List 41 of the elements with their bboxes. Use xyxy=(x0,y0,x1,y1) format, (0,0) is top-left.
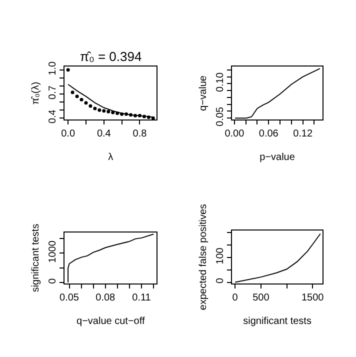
point xyxy=(106,110,110,114)
x-tick-label: 500 xyxy=(252,292,270,304)
x-axis-title: p−value xyxy=(260,152,296,164)
x-axis-title: q−value cut−off xyxy=(76,316,145,328)
x-tick-label: 1500 xyxy=(301,292,324,304)
y-tick-label: 0 xyxy=(48,278,59,284)
x-tick-label: 0 xyxy=(232,292,238,304)
chart-title: π̂₀ = 0.394 xyxy=(80,49,142,64)
point xyxy=(88,104,92,108)
x-axis-title: λ xyxy=(108,152,114,164)
point xyxy=(75,94,79,98)
y-tick-label: 0.4 xyxy=(48,109,59,124)
y-tick-label: 100 xyxy=(214,247,226,264)
point xyxy=(102,109,106,113)
point xyxy=(80,98,84,102)
y-tick-label: 1000 xyxy=(48,240,59,263)
y-axis-title: significant tests xyxy=(30,224,42,292)
point xyxy=(98,108,102,112)
y-axis-title: π̂₀(λ) xyxy=(30,82,42,105)
point xyxy=(84,101,88,105)
x-axis-title: significant tests xyxy=(243,316,312,328)
x-tick-label: 0.05 xyxy=(60,292,80,304)
x-tick-label: 0.0 xyxy=(61,128,76,140)
y-tick-label: 0.05 xyxy=(214,106,226,126)
point xyxy=(70,90,74,94)
point xyxy=(93,106,97,110)
y-tick-label: 0 xyxy=(214,278,226,284)
x-tick-label: 0.08 xyxy=(96,292,116,304)
x-tick-label: 0.12 xyxy=(293,128,313,140)
line-series xyxy=(68,84,154,118)
point xyxy=(66,68,70,72)
x-tick-label: 0.00 xyxy=(224,128,245,140)
y-tick-label: 0.7 xyxy=(48,85,59,100)
x-tick-label: 0.8 xyxy=(132,128,148,140)
y-tick-label: 1.0 xyxy=(48,61,59,76)
x-tick-label: 0.11 xyxy=(132,292,152,304)
y-tick-label: 0.10 xyxy=(214,72,226,92)
x-tick-label: 0.4 xyxy=(96,128,112,140)
y-axis-title: q−value xyxy=(198,75,209,111)
y-axis-title: expected false positives xyxy=(198,204,209,310)
x-tick-label: 0.06 xyxy=(258,128,279,140)
